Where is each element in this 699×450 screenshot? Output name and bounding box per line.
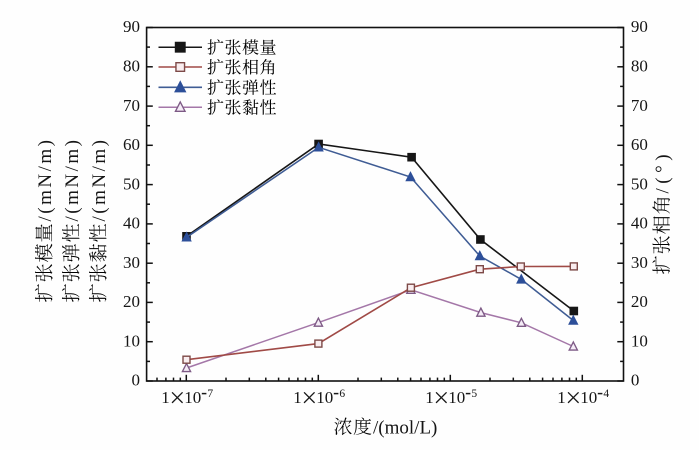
svg-text:10: 10 [448, 388, 465, 407]
svg-text:10: 10 [184, 388, 201, 407]
svg-text:1: 1 [161, 388, 170, 407]
svg-text:90: 90 [123, 17, 140, 36]
svg-text:50: 50 [631, 174, 648, 193]
svg-text:40: 40 [123, 214, 140, 233]
svg-text:0: 0 [132, 371, 141, 390]
svg-text:10: 10 [316, 388, 333, 407]
svg-text:30: 30 [631, 253, 648, 272]
svg-text:1: 1 [293, 388, 302, 407]
svg-text:80: 80 [631, 57, 648, 76]
svg-text:70: 70 [631, 96, 648, 115]
svg-text:90: 90 [631, 17, 648, 36]
svg-text:20: 20 [123, 292, 140, 311]
svg-text:/(°): /(°) [653, 150, 674, 194]
svg-text:7: 7 [207, 388, 213, 400]
svg-text:70: 70 [123, 96, 140, 115]
svg-text:10: 10 [631, 331, 648, 350]
svg-text:0: 0 [631, 371, 640, 390]
svg-text:6: 6 [339, 388, 345, 400]
svg-text:/(mN/m): /(mN/m) [89, 138, 110, 222]
svg-text:10: 10 [580, 388, 597, 407]
svg-text:1: 1 [557, 388, 566, 407]
svg-text:10: 10 [123, 331, 140, 350]
svg-text:4: 4 [603, 388, 609, 400]
svg-text:40: 40 [631, 214, 648, 233]
svg-text:20: 20 [631, 292, 648, 311]
svg-text:/(mN/m): /(mN/m) [35, 138, 56, 222]
svg-text:30: 30 [123, 253, 140, 272]
svg-text:5: 5 [471, 388, 477, 400]
svg-text:80: 80 [123, 57, 140, 76]
svg-text:1: 1 [425, 388, 434, 407]
svg-text:/(mN/m): /(mN/m) [62, 138, 83, 222]
svg-text:50: 50 [123, 174, 140, 193]
svg-text:60: 60 [631, 135, 648, 154]
svg-text:60: 60 [123, 135, 140, 154]
svg-text:/(mol/L): /(mol/L) [373, 418, 437, 439]
